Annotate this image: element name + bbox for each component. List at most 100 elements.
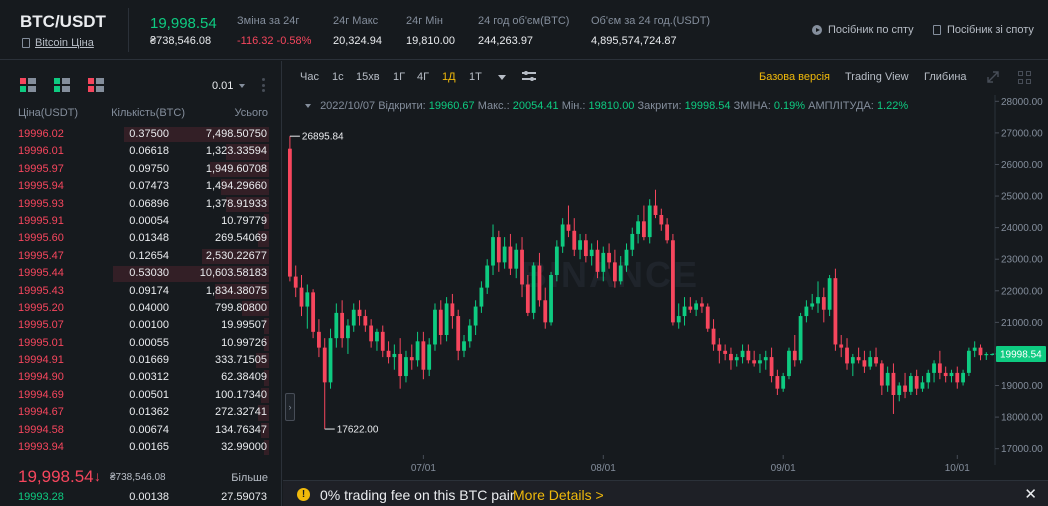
ohlc-change-label: ЗМІНА: (733, 100, 771, 112)
candle-body (862, 360, 867, 367)
more-button[interactable]: Більше (231, 472, 268, 484)
timeframe-1w[interactable]: 1Т (469, 71, 482, 83)
layout-grid-icon[interactable] (1018, 71, 1031, 84)
candle-body (787, 350, 791, 377)
ask-price: 19994.90 (18, 371, 64, 384)
candle-body (891, 372, 896, 395)
ask-row[interactable]: 19996.02 0.37500 7,498.50750 (0, 126, 281, 143)
depth-bar (258, 231, 269, 247)
depth-bar (124, 127, 269, 143)
depth-bar (264, 318, 269, 334)
ask-row[interactable]: 19994.58 0.00674 134.76347 (0, 422, 281, 439)
ask-total: 1,494.29660 (205, 180, 267, 193)
pair-title[interactable]: BTC/USDT (20, 12, 106, 31)
ask-amount: 0.00312 (129, 371, 169, 384)
timeframe-1d[interactable]: 1Д (442, 71, 456, 83)
timeframe-4h[interactable]: 4Г (417, 71, 430, 83)
bid-row[interactable]: 19993.28 0.00138 27.59073 (0, 489, 281, 506)
ohlc-amplitude-label: АМПЛІТУДА: (808, 100, 874, 112)
candle-body (375, 331, 379, 342)
candle-body (676, 316, 681, 323)
candle-body (357, 309, 362, 317)
divider (128, 8, 129, 52)
candle-body (409, 357, 414, 361)
candle-body (543, 300, 548, 323)
candle-body (351, 309, 356, 326)
orderbook-both-icon[interactable] (20, 78, 36, 92)
candle-body (972, 347, 977, 351)
ask-row[interactable]: 19995.91 0.00054 10.79779 (0, 213, 281, 230)
ask-amount: 0.01348 (129, 232, 169, 245)
candle-body (682, 306, 687, 317)
price-chart[interactable]: BINANCE 28000.00 27000.00 26000.00 25000.00 2… (283, 95, 1048, 480)
ask-row[interactable]: 19993.94 0.00165 32.99000 (0, 439, 281, 456)
expand-icon[interactable] (987, 71, 999, 83)
timeframe-time[interactable]: Час (300, 71, 319, 83)
candle-body (798, 316, 803, 361)
ask-row[interactable]: 19995.01 0.00055 10.99726 (0, 335, 281, 352)
collapse-panel-button[interactable]: › (285, 393, 295, 421)
pair-info-label[interactable]: Bitcoin Ціна (35, 37, 94, 49)
min-price-label: 17622.00 (337, 425, 379, 436)
candle-body (392, 353, 397, 358)
view-tradingview[interactable]: Trading View (845, 71, 909, 83)
pair-info-link[interactable]: Bitcoin Ціна (22, 37, 94, 49)
arrow-down-icon: ↓ (94, 468, 101, 484)
timeframe-15m[interactable]: 15хв (356, 71, 380, 83)
ask-row[interactable]: 19995.97 0.09750 1,949.60708 (0, 161, 281, 178)
view-depth[interactable]: Глибина (924, 71, 967, 83)
close-icon[interactable]: ✕ (1024, 486, 1037, 503)
more-options-icon[interactable] (262, 78, 266, 92)
ask-amount: 0.37500 (129, 128, 169, 140)
timeframe-1h[interactable]: 1Г (393, 71, 406, 83)
depth-bar (210, 161, 269, 178)
ask-row[interactable]: 19996.01 0.06618 1,323.33594 (0, 143, 281, 160)
ask-price: 19993.94 (18, 441, 64, 454)
ask-total: 10.99726 (221, 336, 267, 349)
spot-guide-video-link[interactable]: Посібник по спту (812, 24, 914, 36)
candle-body (868, 357, 873, 367)
ask-total: 100.17340 (215, 388, 267, 401)
y-tick-label: 25000.00 (1001, 192, 1043, 203)
promo-details-link[interactable]: More Details > (513, 487, 604, 503)
ask-row[interactable]: 19995.43 0.09174 1,834.38075 (0, 283, 281, 300)
ask-row[interactable]: 19995.44 0.53030 10,603.58183 (0, 265, 281, 282)
ask-row[interactable]: 19994.67 0.01362 272.32741 (0, 404, 281, 421)
precision-select[interactable]: 0.01 (212, 80, 246, 92)
candle-body (688, 306, 693, 310)
ask-row[interactable]: 19994.90 0.00312 62.38409 (0, 369, 281, 386)
collapse-triangle-icon[interactable] (305, 104, 311, 109)
candlestick-chart[interactable]: BINANCE28000.0027000.0026000.0025000.002… (283, 95, 1048, 480)
timeframe-1s[interactable]: 1с (332, 71, 344, 83)
candle-body (496, 237, 501, 263)
document-icon (933, 25, 941, 35)
col-amount: Кількість(BTC) (111, 107, 185, 119)
ask-row[interactable]: 19995.93 0.06896 1,378.91933 (0, 196, 281, 213)
ask-row[interactable]: 19995.60 0.01348 269.54069 (0, 230, 281, 247)
orderbook-bids-icon[interactable] (54, 78, 70, 92)
x-tick-label: 10/01 (945, 463, 970, 474)
ask-amount: 0.00054 (129, 214, 169, 227)
ask-row[interactable]: 19995.47 0.12654 2,530.22677 (0, 248, 281, 265)
candle-body (601, 252, 606, 272)
ask-row[interactable]: 19995.20 0.04000 799.80800 (0, 300, 281, 317)
ask-amount: 0.06618 (129, 145, 169, 158)
candle-body (595, 249, 600, 272)
settings-sliders-icon[interactable] (522, 70, 536, 82)
candle-body (937, 363, 942, 373)
candle-body (850, 357, 855, 364)
view-basic[interactable]: Базова версія (759, 71, 831, 83)
ask-row[interactable]: 19994.91 0.01669 333.71505 (0, 352, 281, 369)
spot-guide-link[interactable]: Посібник зі споту (933, 24, 1034, 36)
ask-row[interactable]: 19994.69 0.00501 100.17340 (0, 387, 281, 404)
orderbook-asks-icon[interactable] (88, 78, 104, 92)
ask-total: 19.99507 (221, 319, 267, 332)
ohlc-high-label: Макс.: (477, 100, 510, 112)
stat-value: 4,895,574,724.87 (591, 35, 677, 47)
ask-row[interactable]: 19995.07 0.00100 19.99507 (0, 317, 281, 334)
ask-row[interactable]: 19995.94 0.07473 1,494.29660 (0, 178, 281, 195)
candle-body (572, 230, 577, 250)
ohlc-low: 19810.00 (588, 100, 635, 112)
chevron-down-icon[interactable] (498, 75, 506, 80)
